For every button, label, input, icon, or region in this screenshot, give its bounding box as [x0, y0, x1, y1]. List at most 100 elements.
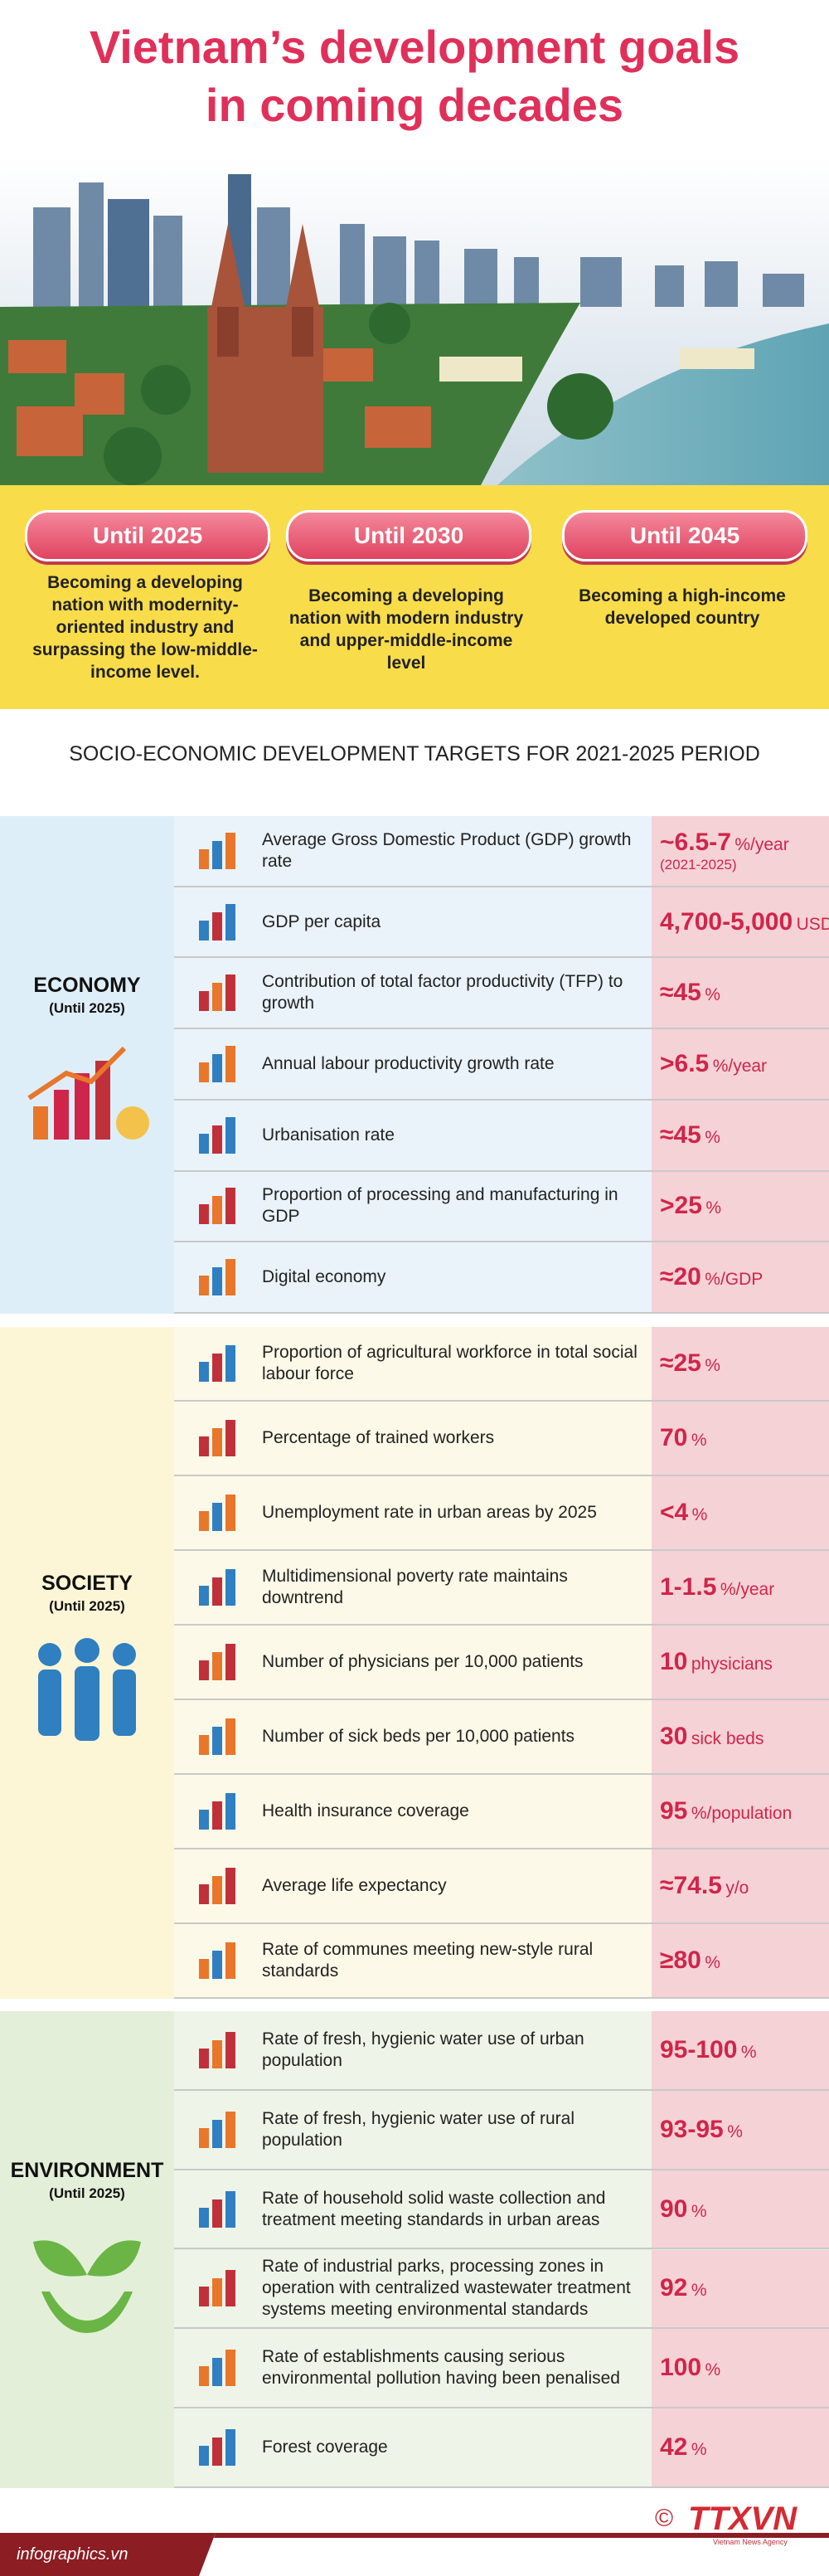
title-line: in coming decades: [205, 79, 624, 131]
target-value: ≈74.5: [660, 1872, 722, 1899]
target-unit: %: [705, 1953, 720, 1972]
target-row: Urbanisation rate ≈45 %: [174, 1100, 829, 1172]
row-icon: [199, 1569, 235, 1606]
target-unit: %/year: [734, 834, 789, 854]
agency: TTXVN: [688, 2501, 797, 2537]
target-row: Annual labour productivity growth rate >6…: [174, 1029, 829, 1101]
target-label: Unemployment rate in urban areas by 2025: [262, 1503, 597, 1522]
target-unit: %: [691, 1431, 707, 1450]
target-value: 100: [660, 2354, 702, 2382]
title-line: Vietnam’s development goals: [89, 21, 740, 73]
target-row: Rate of fresh, hygienic water use of urb…: [174, 2011, 829, 2091]
goal-pill: Until 2030: [286, 510, 531, 561]
goal-pill: Until 2045: [562, 510, 807, 561]
value-cell: 90 %: [652, 2170, 829, 2248]
target-unit: %/population: [691, 1804, 793, 1823]
target-value: 30: [660, 1723, 688, 1750]
target-label: Percentage of trained workers: [262, 1428, 495, 1447]
section-illustration: [27, 1046, 149, 1140]
section-name: ENVIRONMENT: [10, 2158, 164, 2182]
value-cell: 95-100 %: [652, 2011, 829, 2089]
value-text: 95-100 %: [660, 2036, 757, 2064]
target-unit: %/year: [712, 1056, 768, 1076]
target-value: 1-1.5: [660, 1573, 717, 1601]
value-cell: 100 %: [652, 2329, 829, 2408]
row-icon: [199, 2031, 235, 2068]
section-illustration: [33, 2239, 141, 2333]
target-unit: y/o: [725, 1879, 749, 1898]
target-value: 92: [660, 2274, 688, 2302]
value-text: ≈45 %: [660, 979, 720, 1007]
value-cell: <4 %: [652, 1476, 829, 1549]
target-value: 95-100: [660, 2035, 738, 2063]
target-label: Proportion of processing and manufacturi…: [262, 1185, 618, 1227]
row-icon: [199, 1259, 235, 1296]
target-label: Number of sick beds per 10,000 patients: [262, 1727, 575, 1746]
value-text: ≈45 %: [660, 1121, 720, 1149]
target-row: Proportion of agricultural workforce in …: [174, 1327, 829, 1402]
section: ENVIRONMENT (Until 2025) Rate of fresh, hy…: [0, 2011, 829, 2488]
section-name: ECONOMY: [33, 974, 141, 997]
row-icon: [199, 1495, 235, 1531]
value-text: 1-1.5 %/year: [660, 1573, 774, 1601]
target-unit: %: [691, 2201, 707, 2221]
target-label: Forest coverage: [262, 2437, 388, 2457]
value-text: ~6.5-7 %/year (2021-2025): [660, 829, 789, 873]
target-label: GDP per capita: [262, 911, 381, 931]
target-row: Health insurance coverage 95 %/population: [174, 1775, 829, 1849]
target-row: Rate of fresh, hygienic water use of rur…: [174, 2090, 829, 2170]
target-unit: %/GDP: [705, 1270, 764, 1290]
value-text: >25 %: [660, 1192, 721, 1220]
target-label: Rate of communes meeting new-style rural…: [262, 1940, 594, 1981]
target-label: Multidimensional poverty rate maintains …: [262, 1567, 568, 1607]
row-icon: [199, 1942, 235, 1979]
value-text: ≥80 %: [660, 1947, 720, 1975]
value-text: 70 %: [660, 1424, 707, 1452]
value-cell: 92 %: [652, 2249, 829, 2328]
section-name: SOCIETY: [41, 1572, 133, 1595]
target-value: ≈45: [660, 1120, 701, 1149]
target-label: Contribution of total factor productivit…: [262, 972, 623, 1013]
section-subtitle: (Until 2025): [49, 2185, 125, 2201]
value-text: 4,700-5,000 USD: [660, 908, 829, 936]
target-label: Annual labour productivity growth rate: [262, 1053, 555, 1073]
value-cell: 1-1.5 %/year: [652, 1551, 829, 1624]
target-row: Rate of establishments causing serious e…: [174, 2329, 829, 2409]
site: infographics.vn: [17, 2545, 128, 2564]
target-label: Average Gross Domestic Product (GDP) gro…: [262, 829, 632, 871]
target-value: ≥80: [660, 1947, 701, 1974]
section: ECONOMY (Until 2025) Average Gross Domesti…: [0, 816, 829, 1314]
target-unit: %: [740, 2042, 757, 2062]
row-icon: [199, 2190, 235, 2228]
target-label: Urbanisation rate: [262, 1125, 395, 1145]
target-value: <4: [660, 1499, 689, 1526]
title: Vietnam’s development goals in coming de…: [0, 18, 829, 134]
row-icon: [199, 903, 235, 940]
row-icon: [199, 832, 235, 869]
goal-description: Becoming a high-income developed country: [579, 586, 786, 628]
value-cell: 4,700-5,000 USD: [652, 887, 829, 957]
section: SOCIETY (Until 2025) Proportion of agricul…: [0, 1327, 829, 1999]
row-icon: [199, 1345, 235, 1382]
row-icon: [199, 1116, 235, 1154]
target-row: Contribution of total factor productivit…: [174, 958, 829, 1030]
row-icon: [199, 2111, 235, 2148]
value-cell: ≈45 %: [652, 958, 829, 1028]
value-text: <4 %: [660, 1499, 707, 1527]
target-row: Average life expectancy ≈74.5 y/o: [174, 1849, 829, 1924]
section-heading: SOCIO-ECONOMIC DEVELOPMENT TARGETS FOR 2…: [69, 742, 760, 766]
value-cell: 30 sick beds: [652, 1700, 829, 1773]
target-row: Rate of household solid waste collection…: [174, 2170, 829, 2250]
value-text: >6.5 %/year: [660, 1050, 767, 1078]
agency-full: Vietnam News Agency: [713, 2538, 788, 2546]
goals-band: Until 2025 Becoming a developing nation w…: [0, 485, 829, 709]
target-row: Percentage of trained workers 70 %: [174, 1402, 829, 1476]
target-value: 4,700-5,000: [660, 907, 793, 936]
section-subtitle: (Until 2025): [49, 1598, 125, 1614]
target-row: GDP per capita 4,700-5,000 USD: [174, 887, 829, 959]
value-cell: 93-95 %: [652, 2090, 829, 2169]
target-value: 93-95: [660, 2115, 724, 2143]
value-text: ≈20 %/GDP: [660, 1263, 763, 1291]
goal-pill: Until 2025: [25, 510, 270, 561]
value-text: 100 %: [660, 2354, 720, 2382]
